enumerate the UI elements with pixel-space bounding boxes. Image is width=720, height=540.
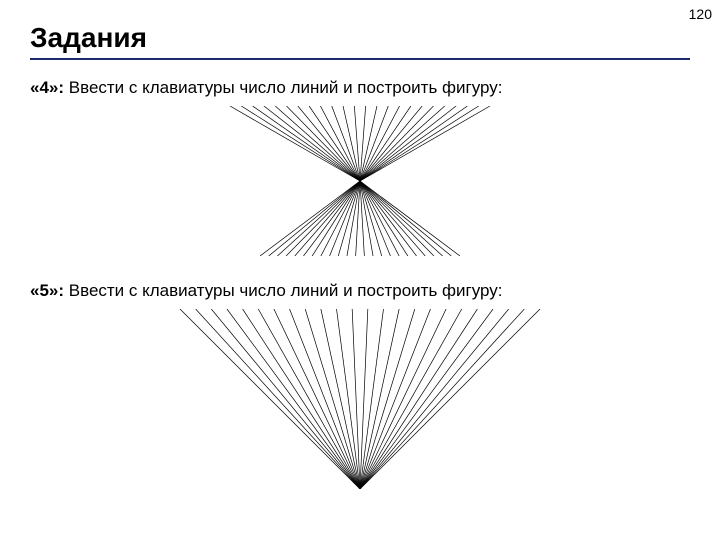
page-content: Задания «4»: Ввести с клавиатуры число л… [0,0,720,494]
figure-5 [170,309,550,489]
task-5-label: «5»: [30,281,64,300]
task-4: «4»: Ввести с клавиатуры число линий и п… [30,78,690,98]
page-number: 120 [689,6,712,22]
figure-4-wrap [30,106,690,261]
figure-4 [210,106,510,256]
title-divider [30,58,690,60]
task-5: «5»: Ввести с клавиатуры число линий и п… [30,281,690,301]
figure-5-wrap [30,309,690,494]
page-title: Задания [30,22,690,54]
task-5-text: Ввести с клавиатуры число линий и постро… [69,281,503,300]
task-4-text: Ввести с клавиатуры число линий и постро… [69,78,503,97]
task-4-label: «4»: [30,78,64,97]
